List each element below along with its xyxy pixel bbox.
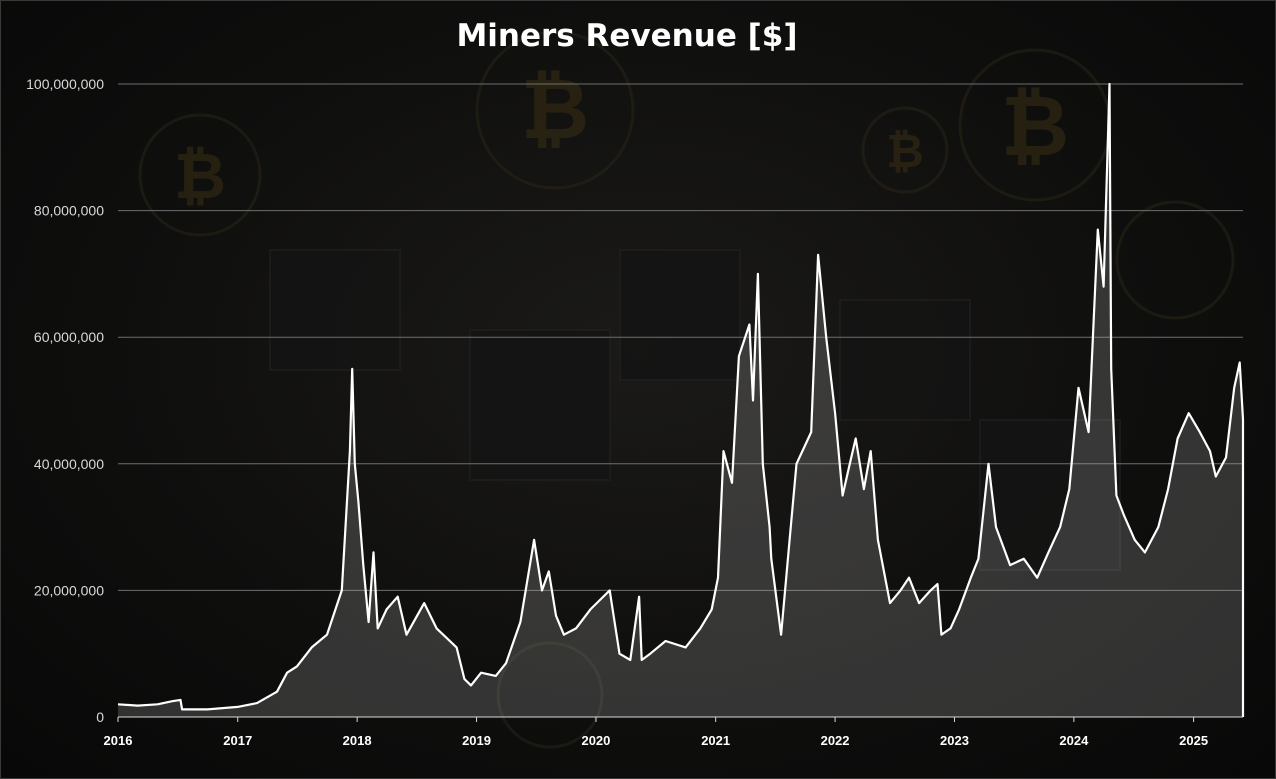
x-tick-label: 2022 (821, 733, 850, 748)
y-tick-label: 100,000,000 (26, 76, 104, 92)
x-tick-label: 2024 (1059, 733, 1089, 748)
server-block-shape (469, 329, 611, 481)
x-tick-label: 2020 (581, 733, 610, 748)
bitcoin-symbol-icon: ₿ (1001, 77, 1069, 175)
coin-outline-shape (1115, 200, 1235, 320)
y-tick-label: 60,000,000 (34, 329, 104, 345)
x-tick-label: 2019 (462, 733, 491, 748)
x-tick-label: 2017 (223, 733, 252, 748)
server-block-shape (269, 249, 401, 371)
revenue-series-line (117, 82, 1245, 711)
server-block-shape (839, 299, 971, 421)
coin-outline-shape (861, 106, 949, 194)
decorative-background: ₿ ₿ ₿ ₿ (138, 30, 1235, 749)
x-tick-label: 2021 (701, 733, 730, 748)
bitcoin-symbol-icon: ₿ (521, 60, 589, 158)
y-tick-label: 0 (96, 709, 104, 725)
coin-outline-shape (138, 113, 262, 237)
chart-title: Miners Revenue [$] (456, 18, 797, 54)
y-axis-tick-labels: 0 20,000,000 40,000,000 60,000,000 80,000,00… (26, 76, 104, 725)
y-tick-label: 20,000,000 (34, 582, 104, 598)
coin-outline-shape (496, 641, 604, 749)
revenue-area-fill (118, 84, 1243, 717)
gridlines (118, 83, 1243, 591)
y-tick-label: 80,000,000 (34, 203, 104, 219)
bitcoin-symbol-icon: ₿ (886, 124, 924, 178)
x-tick-label: 2025 (1179, 733, 1208, 748)
x-axis (117, 716, 1243, 722)
series-area-layer (118, 84, 1243, 717)
x-tick-label: 2023 (940, 733, 969, 748)
x-tick-label: 2018 (343, 733, 372, 748)
bitcoin-symbol-icon: ₿ (174, 140, 226, 214)
x-tick-label: 2016 (104, 733, 133, 748)
y-tick-label: 40,000,000 (34, 456, 104, 472)
coin-outline-shape (475, 30, 635, 190)
server-block-shape (619, 249, 741, 381)
series-line-layer (117, 82, 1245, 717)
x-axis-tick-labels: 2016 2017 2018 2019 2020 2021 2022 2023 2024 2025 (104, 733, 1209, 748)
